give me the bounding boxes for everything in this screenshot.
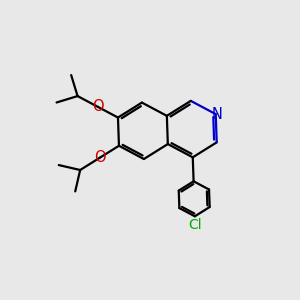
Text: N: N [211, 106, 222, 122]
Text: Cl: Cl [188, 218, 202, 232]
Text: O: O [92, 99, 104, 114]
Text: O: O [94, 150, 106, 165]
